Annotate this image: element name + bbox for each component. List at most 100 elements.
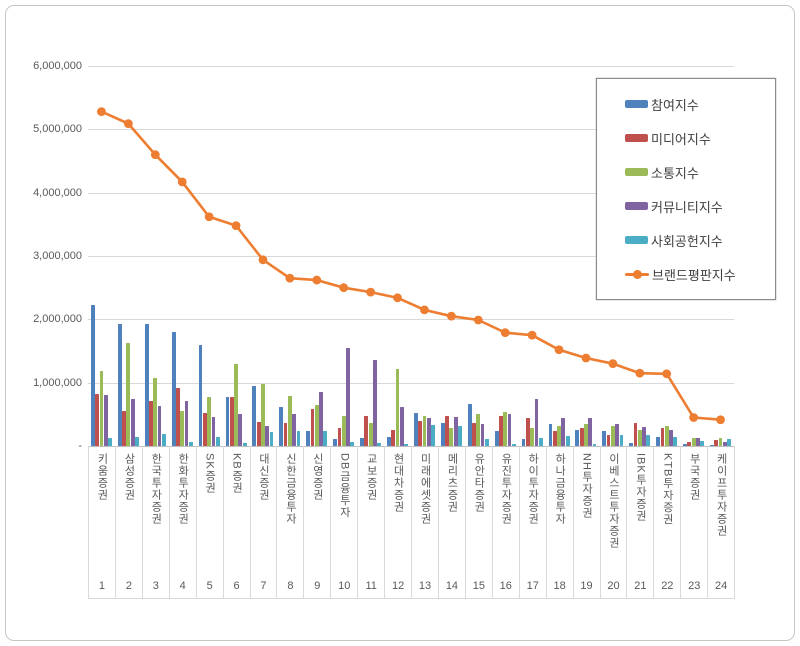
bar-커뮤니티지수 — [292, 413, 297, 446]
bar-미디어지수 — [445, 415, 449, 446]
category-name: 하이투자증권 — [526, 453, 539, 525]
category-cell: 부국증권 23 — [681, 446, 709, 598]
bar-참여지수 — [467, 403, 472, 446]
bar-소통지수 — [368, 422, 373, 446]
category-cell: 메리츠증권 14 — [439, 446, 466, 598]
category-axis: 키움증권 1 삼성증권 2 한국투자증권 3 한화투자증권 4 SK증권 5 KB증권 6 대신증권 7 신… — [88, 446, 736, 599]
bar-참여지수 — [602, 431, 607, 446]
bar-미디어지수 — [525, 417, 530, 446]
bar-소통지수 — [584, 424, 588, 446]
bar-커뮤니티지수 — [157, 406, 162, 446]
category-cell: 케이프투자증권 24 — [708, 446, 736, 598]
bar-미디어지수 — [283, 423, 288, 446]
category-cell: 대신증권 7 — [251, 446, 278, 598]
category-name: 교보증권 — [365, 453, 378, 501]
bar-참여지수 — [333, 439, 337, 446]
bar-미디어지수 — [472, 423, 476, 446]
bar-커뮤니티지수 — [696, 437, 700, 446]
bar-커뮤니티지수 — [588, 418, 593, 446]
bar-소통지수 — [530, 428, 535, 446]
bar-소통지수 — [287, 395, 292, 446]
bar-사회공헌지수 — [242, 443, 247, 446]
legend-item: 소통지수 — [625, 163, 775, 182]
bar-소통지수 — [476, 414, 481, 446]
bar-미디어지수 — [606, 434, 611, 446]
bar-미디어지수 — [149, 401, 153, 446]
bar-사회공헌지수 — [215, 436, 220, 446]
bar-사회공헌지수 — [700, 440, 705, 446]
bar-사회공헌지수 — [458, 425, 462, 446]
bar-참여지수 — [90, 304, 95, 446]
bar-참여지수 — [171, 332, 176, 446]
bar-소통지수 — [234, 363, 238, 446]
bar-사회공헌지수 — [188, 442, 193, 446]
category-rank: 9 — [314, 580, 321, 592]
bar-커뮤니티지수 — [399, 407, 404, 446]
category-rank: 19 — [580, 580, 593, 592]
bar-사회공헌지수 — [161, 433, 166, 446]
category-name: 한화투자증권 — [176, 453, 189, 525]
bar-미디어지수 — [714, 440, 719, 446]
bar-미디어지수 — [579, 428, 584, 446]
bar-커뮤니티지수 — [453, 416, 458, 446]
category-name: KB증권 — [230, 453, 243, 494]
bar-미디어지수 — [256, 421, 261, 446]
bar-참여지수 — [252, 386, 257, 446]
category-cell: 신한금융투자 8 — [277, 446, 305, 598]
category-rank: 20 — [607, 580, 620, 592]
bar-미디어지수 — [176, 387, 180, 446]
category-cell: 하나금융투자 18 — [547, 446, 574, 598]
category-rank: 10 — [338, 580, 351, 592]
bar-커뮤니티지수 — [265, 426, 270, 446]
bar-커뮤니티지수 — [534, 399, 539, 446]
bar-참여지수 — [413, 413, 418, 446]
bar-참여지수 — [360, 437, 364, 446]
bar-소통지수 — [449, 427, 454, 446]
category-rank: 24 — [715, 580, 728, 592]
y-axis-label: 4,000,000 — [33, 186, 82, 199]
category-name: DB금융투자 — [338, 453, 351, 519]
category-rank: 21 — [634, 580, 647, 592]
category-cell: DB금융투자 10 — [331, 446, 359, 598]
bar-사회공헌지수 — [592, 444, 597, 446]
bar-미디어지수 — [687, 442, 692, 446]
category-name: NH투자증권 — [580, 453, 593, 519]
category-cell: SK증권 5 — [197, 446, 224, 598]
bar-사회공헌지수 — [296, 431, 301, 446]
bar-미디어지수 — [337, 428, 342, 446]
bar-소통지수 — [637, 430, 642, 446]
bar-참여지수 — [117, 324, 122, 446]
category-name: SK증권 — [203, 453, 216, 494]
category-cell: KTB투자증권 22 — [654, 446, 682, 598]
bar-참여지수 — [710, 444, 714, 446]
bar-참여지수 — [656, 436, 660, 446]
category-name: 신한금융투자 — [284, 453, 297, 525]
category-rank: 16 — [499, 580, 512, 592]
bar-소통지수 — [341, 415, 346, 446]
bar-미디어지수 — [229, 397, 234, 446]
y-axis-label: 1,000,000 — [33, 376, 82, 389]
legend-bar-swatch-icon — [625, 168, 648, 176]
legend-line-swatch-icon — [625, 269, 649, 279]
category-name: 한국투자증권 — [149, 453, 162, 525]
category-cell: 한국투자증권 3 — [143, 446, 170, 598]
bar-커뮤니티지수 — [346, 348, 350, 446]
y-axis-label: 5,000,000 — [33, 123, 82, 136]
category-cell: IBK투자증권 21 — [627, 446, 655, 598]
category-rank: 7 — [260, 580, 267, 592]
bar-미디어지수 — [310, 409, 315, 446]
bar-커뮤니티지수 — [561, 417, 566, 446]
category-rank: 23 — [688, 580, 701, 592]
category-cell: 하이투자증권 17 — [520, 446, 547, 598]
bar-참여지수 — [494, 430, 499, 446]
bar-사회공헌지수 — [619, 435, 624, 446]
bar-미디어지수 — [364, 416, 369, 446]
bar-미디어지수 — [391, 429, 396, 446]
legend-label: 사회공헌지수 — [651, 233, 723, 249]
bar-참여지수 — [387, 436, 391, 446]
category-rank: 11 — [365, 580, 377, 592]
category-rank: 12 — [391, 580, 405, 592]
y-axis-label: 6,000,000 — [33, 60, 82, 73]
category-rank: 22 — [661, 580, 674, 592]
bar-사회공헌지수 — [377, 443, 382, 446]
